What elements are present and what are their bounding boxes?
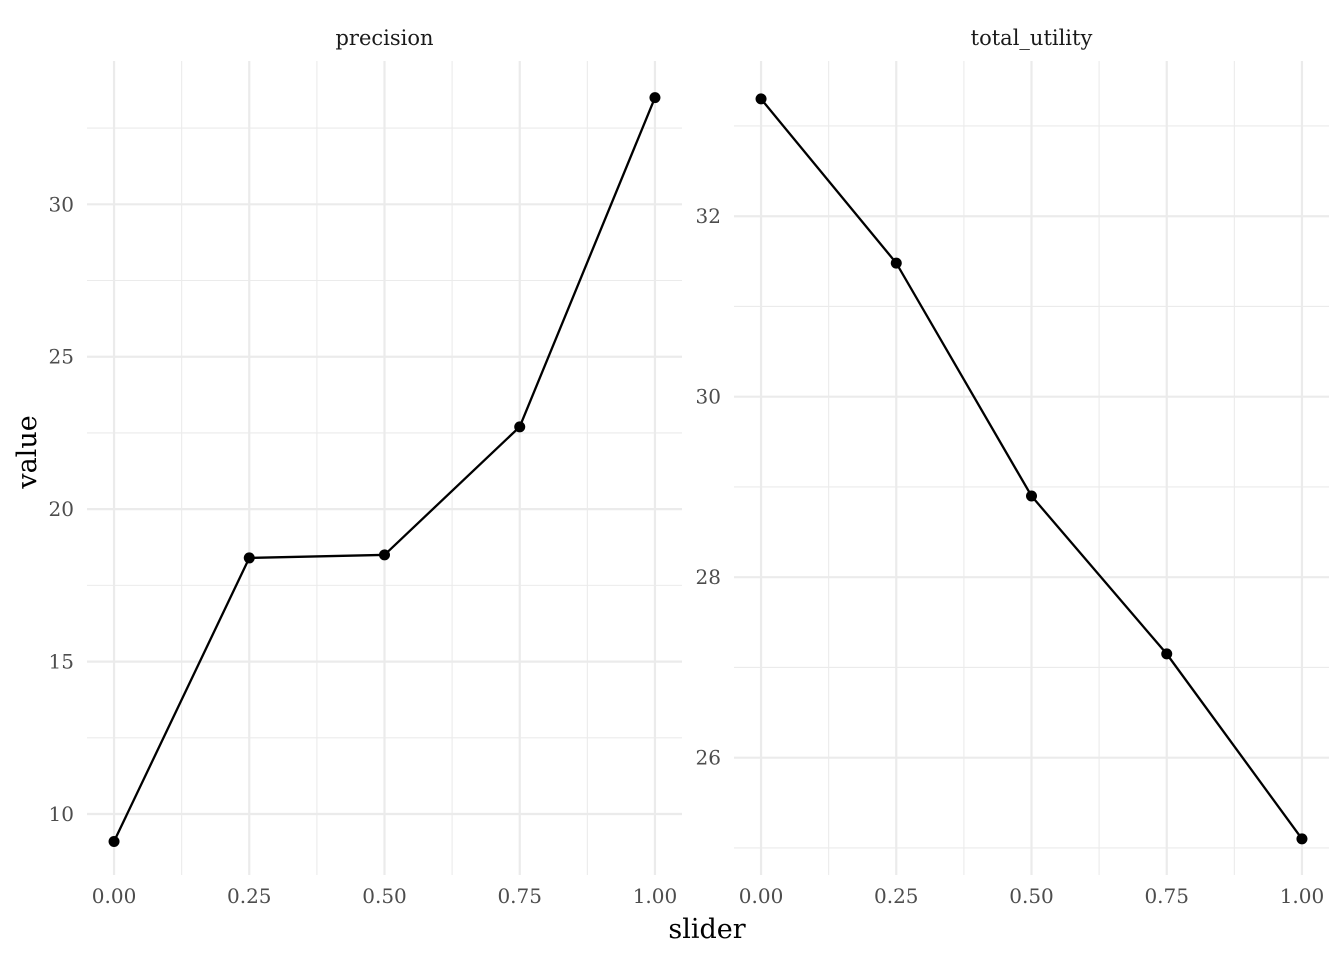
x-tick-label: 0.75 [497, 884, 542, 908]
data-point [890, 257, 902, 269]
data-point [243, 552, 255, 564]
y-tick-label: 25 [49, 345, 74, 369]
strip-label-precision: precision [335, 26, 433, 50]
x-tick-label: 0.50 [362, 884, 407, 908]
y-tick-label: 30 [696, 385, 721, 409]
x-tick-label: 0.50 [1009, 884, 1054, 908]
data-point [1161, 648, 1173, 660]
data-point [649, 92, 661, 104]
panel-precision: 0.00 0.25 0.50 0.75 1.00 10 15 20 25 30 precision [49, 26, 682, 908]
data-point [755, 93, 767, 105]
y-axis-title: value [12, 415, 43, 489]
x-tick-label: 1.00 [633, 884, 678, 908]
y-tick-label: 32 [696, 204, 721, 228]
x-tick-label: 0.00 [739, 884, 784, 908]
panel-total_utility: 0.00 0.25 0.50 0.75 1.00 26 28 30 32 total_utilit… [696, 26, 1329, 908]
y-tick-label: 26 [696, 746, 721, 770]
x-tick-label: 1.00 [1280, 884, 1325, 908]
y-tick-label: 15 [49, 650, 74, 674]
y-tick-label: 28 [696, 565, 721, 589]
data-point [108, 835, 120, 847]
x-tick-label: 0.25 [874, 884, 919, 908]
y-tick-label: 20 [49, 497, 74, 521]
data-point [379, 549, 390, 561]
strip-label-total_utility: total_utility [971, 26, 1093, 50]
data-point [1296, 833, 1308, 845]
x-axis-title: slider [668, 914, 745, 945]
y-tick-label: 10 [49, 802, 74, 826]
x-tick-label: 0.25 [227, 884, 272, 908]
data-point [1026, 490, 1037, 502]
x-tick-label: 0.75 [1144, 884, 1189, 908]
x-tick-label: 0.00 [92, 884, 137, 908]
data-point [514, 421, 526, 433]
y-tick-label: 30 [49, 192, 74, 216]
